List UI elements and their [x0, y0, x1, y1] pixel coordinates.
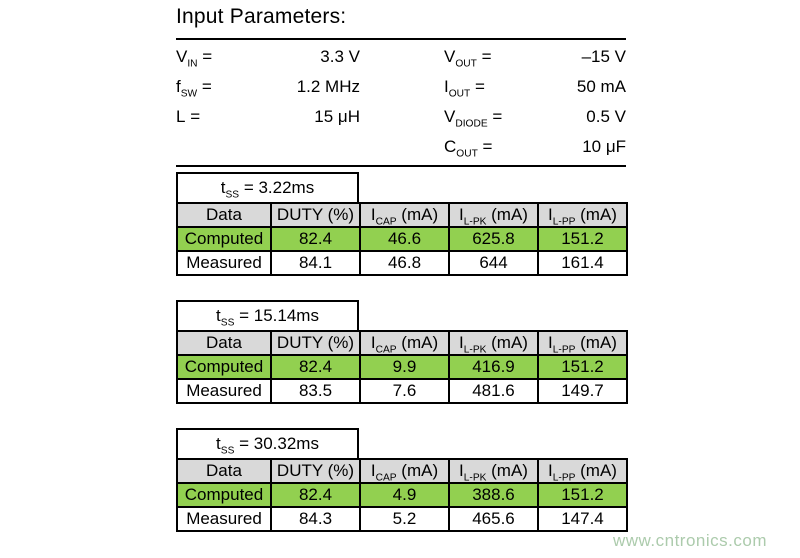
table-header-row: Data DUTY (%) ICAP (mA) IL-PK (mA) IL-PP… [176, 458, 628, 484]
col-header-ilpk: IL-PK (mA) [448, 330, 539, 356]
param-value-vout: –15 V [581, 47, 626, 66]
cell-ilpk: 625.8 [448, 226, 539, 252]
computed-row: Computed 82.4 9.9 416.9 151.2 [176, 354, 628, 380]
param-value-vdiode: 0.5 V [586, 107, 626, 126]
cell-icap: 4.9 [359, 482, 450, 508]
param-label-vin: VIN = [176, 47, 213, 70]
col-header-data: Data [176, 202, 272, 228]
cell-ilpk: 644 [448, 250, 539, 276]
col-header-ilpp: IL-PP (mA) [537, 458, 628, 484]
row-label: Measured [176, 506, 272, 532]
col-header-data: Data [176, 330, 272, 356]
param-label-vout: VOUT = [444, 47, 492, 70]
param-label-cout: COUT = [444, 137, 493, 160]
cell-duty: 82.4 [270, 226, 361, 252]
cell-ilpk: 481.6 [448, 378, 539, 404]
tss-table-block-3: tSS = 30.32ms Data DUTY (%) ICAP (mA) IL… [176, 428, 628, 532]
cell-icap: 7.6 [359, 378, 450, 404]
computed-row: Computed 82.4 4.9 388.6 151.2 [176, 482, 628, 508]
table-header-row: Data DUTY (%) ICAP (mA) IL-PK (mA) IL-PP… [176, 202, 628, 228]
tss-table-block-1: tSS = 3.22ms Data DUTY (%) ICAP (mA) IL-… [176, 172, 628, 276]
cell-duty: 84.1 [270, 250, 361, 276]
watermark: www.cntronics.com [613, 531, 767, 550]
cell-icap: 46.6 [359, 226, 450, 252]
param-value-vin: 3.3 V [320, 47, 360, 66]
tss-table-block-2: tSS = 15.14ms Data DUTY (%) ICAP (mA) IL… [176, 300, 628, 404]
computed-row: Computed 82.4 46.6 625.8 151.2 [176, 226, 628, 252]
row-label: Computed [176, 354, 272, 380]
data-table-2: Data DUTY (%) ICAP (mA) IL-PK (mA) IL-PP… [176, 330, 628, 404]
measured-row: Measured 84.1 46.8 644 161.4 [176, 250, 628, 276]
param-row: fSW = 1.2 MHz IOUT = 50 mA [176, 72, 626, 102]
col-header-data: Data [176, 458, 272, 484]
tss-label-3: tSS = 30.32ms [176, 428, 359, 458]
cell-ilpp: 151.2 [537, 226, 628, 252]
table-header-row: Data DUTY (%) ICAP (mA) IL-PK (mA) IL-PP… [176, 330, 628, 356]
param-label-l: L = [176, 107, 201, 126]
col-header-ilpp: IL-PP (mA) [537, 330, 628, 356]
tss-label-2: tSS = 15.14ms [176, 300, 359, 330]
col-header-ilpk: IL-PK (mA) [448, 458, 539, 484]
param-label-fsw: fSW = [176, 77, 212, 100]
cell-ilpk: 416.9 [448, 354, 539, 380]
col-header-ilpp: IL-PP (mA) [537, 202, 628, 228]
col-header-icap: ICAP (mA) [359, 458, 450, 484]
row-label: Measured [176, 378, 272, 404]
page-title: Input Parameters: [176, 5, 347, 28]
cell-icap: 5.2 [359, 506, 450, 532]
cell-ilpp: 161.4 [537, 250, 628, 276]
cell-duty: 84.3 [270, 506, 361, 532]
data-table-3: Data DUTY (%) ICAP (mA) IL-PK (mA) IL-PP… [176, 458, 628, 532]
document-content: Input Parameters: VIN = 3.3 V VOUT = –15… [176, 0, 628, 532]
param-row: L = 15 μH VDIODE = 0.5 V [176, 102, 626, 132]
param-row: COUT = 10 μF [176, 132, 626, 162]
param-label-iout: IOUT = [444, 77, 485, 100]
cell-ilpk: 388.6 [448, 482, 539, 508]
col-header-duty: DUTY (%) [270, 330, 361, 356]
col-header-icap: ICAP (mA) [359, 202, 450, 228]
row-label: Computed [176, 482, 272, 508]
cell-ilpp: 149.7 [537, 378, 628, 404]
param-value-iout: 50 mA [576, 77, 626, 96]
cell-duty: 83.5 [270, 378, 361, 404]
col-header-icap: ICAP (mA) [359, 330, 450, 356]
param-value-fsw: 1.2 MHz [296, 77, 360, 96]
param-value-l: 15 μH [314, 107, 360, 126]
measured-row: Measured 83.5 7.6 481.6 149.7 [176, 378, 628, 404]
cell-duty: 82.4 [270, 354, 361, 380]
cell-ilpp: 147.4 [537, 506, 628, 532]
cell-ilpp: 151.2 [537, 482, 628, 508]
input-parameters-block: VIN = 3.3 V VOUT = –15 V fSW = 1.2 MHz I… [176, 38, 626, 167]
cell-duty: 82.4 [270, 482, 361, 508]
cell-ilpp: 151.2 [537, 354, 628, 380]
measured-row: Measured 84.3 5.2 465.6 147.4 [176, 506, 628, 532]
param-row: VIN = 3.3 V VOUT = –15 V [176, 42, 626, 72]
row-label: Computed [176, 226, 272, 252]
row-label: Measured [176, 250, 272, 276]
tss-label-1: tSS = 3.22ms [176, 172, 359, 202]
col-header-ilpk: IL-PK (mA) [448, 202, 539, 228]
cell-icap: 46.8 [359, 250, 450, 276]
col-header-duty: DUTY (%) [270, 458, 361, 484]
data-table-1: Data DUTY (%) ICAP (mA) IL-PK (mA) IL-PP… [176, 202, 628, 276]
cell-icap: 9.9 [359, 354, 450, 380]
col-header-duty: DUTY (%) [270, 202, 361, 228]
param-label-vdiode: VDIODE = [444, 107, 503, 130]
param-value-cout: 10 μF [582, 137, 626, 156]
cell-ilpk: 465.6 [448, 506, 539, 532]
